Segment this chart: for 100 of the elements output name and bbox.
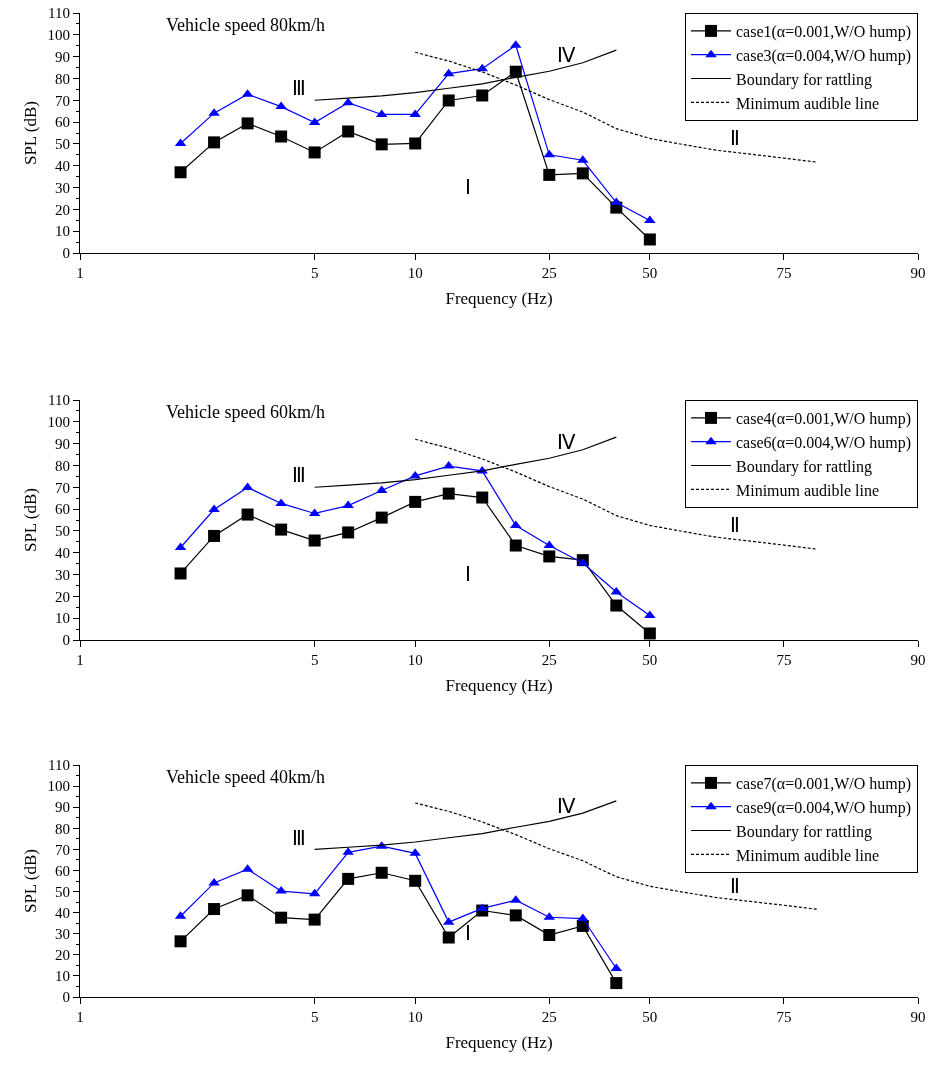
point — [610, 977, 623, 990]
point — [275, 130, 288, 143]
point — [241, 508, 254, 521]
point — [409, 874, 422, 887]
x-tick-label: 90 — [910, 1009, 926, 1026]
legend-label: Minimum audible line — [736, 481, 880, 499]
y-tick-label: 100 — [47, 778, 70, 795]
y-tick-label: 40 — [54, 157, 70, 174]
point — [241, 117, 254, 130]
point — [476, 491, 489, 504]
legend-label: Boundary for rattling — [736, 70, 872, 89]
x-tick-label: 5 — [310, 265, 319, 282]
annotation: Ⅲ — [292, 464, 306, 486]
point — [342, 500, 354, 509]
point — [208, 903, 221, 916]
x-tick-label: 75 — [776, 652, 792, 669]
point — [577, 913, 589, 922]
x-tick-label: 25 — [541, 1009, 557, 1026]
point — [543, 168, 556, 181]
x-axis-title: Frequency (Hz) — [445, 676, 553, 696]
point — [509, 539, 522, 552]
point — [308, 913, 321, 926]
y-tick-label: 40 — [54, 904, 70, 921]
y-tick-label: 60 — [54, 862, 70, 879]
y-tick-label: 70 — [54, 841, 70, 858]
point — [375, 138, 388, 151]
y-tick-label: 0 — [62, 632, 70, 649]
point — [174, 935, 187, 948]
x-tick-label: 75 — [776, 265, 792, 282]
x-tick-label: 10 — [407, 1009, 423, 1026]
legend-label: case4(α=0.001,W/O hump) — [736, 410, 912, 429]
annotation: Ⅳ — [557, 431, 576, 453]
annotation: Ⅰ — [465, 922, 471, 944]
point — [610, 599, 623, 612]
x-tick-label: 1 — [76, 652, 84, 669]
y-tick-label: 20 — [54, 588, 70, 605]
x-axis-title: Frequency (Hz) — [445, 289, 553, 309]
y-tick-label: 30 — [54, 925, 70, 942]
y-tick-label: 40 — [54, 544, 70, 561]
x-tick-label: 5 — [310, 652, 319, 669]
y-tick-label: 10 — [54, 223, 70, 240]
legend-label: Minimum audible line — [736, 94, 880, 112]
point — [174, 567, 187, 580]
point — [208, 529, 221, 542]
point — [643, 627, 656, 640]
x-tick-label: 1 — [76, 265, 84, 282]
annotation: Ⅱ — [730, 875, 740, 897]
x-tick-label: 10 — [407, 652, 423, 669]
annotation: Ⅳ — [557, 795, 576, 817]
y-tick-label: 90 — [54, 48, 70, 65]
y-tick-label: 50 — [54, 136, 70, 153]
annotation: Ⅰ — [465, 563, 471, 585]
point — [208, 504, 220, 513]
y-tick-label: 30 — [54, 566, 70, 583]
point — [543, 550, 556, 563]
point — [375, 866, 388, 879]
legend-label: case3(α=0.004,W/O hump) — [736, 46, 912, 65]
x-axis-title: Frequency (Hz) — [445, 1033, 553, 1053]
point — [342, 125, 355, 138]
point — [375, 511, 388, 524]
x-tick-label: 25 — [541, 265, 557, 282]
point — [275, 911, 288, 924]
y-tick-label: 10 — [54, 968, 70, 985]
point — [643, 233, 656, 246]
x-tick-label: 90 — [910, 265, 926, 282]
y-tick-label: 60 — [54, 501, 70, 518]
y-tick-label: 0 — [62, 245, 70, 262]
x-tick-label: 90 — [910, 652, 926, 669]
y-axis-title: SPL (dB) — [20, 487, 40, 553]
y-axis-title: SPL (dB) — [20, 848, 40, 914]
point — [543, 928, 556, 941]
y-tick-label: 20 — [54, 947, 70, 964]
y-tick-label: 110 — [47, 392, 70, 409]
legend-label: Boundary for rattling — [736, 457, 872, 476]
legend-label: Minimum audible line — [736, 846, 880, 864]
y-tick-label: 50 — [54, 523, 70, 540]
y-tick-label: 30 — [54, 179, 70, 196]
x-tick-label: 50 — [642, 1009, 658, 1026]
x-tick-label: 5 — [310, 1009, 319, 1026]
x-tick-label: 50 — [642, 265, 658, 282]
chart-title: Vehicle speed 60km/h — [166, 402, 325, 422]
point — [644, 610, 656, 619]
legend-label: Boundary for rattling — [736, 822, 872, 841]
point — [241, 889, 254, 902]
point — [442, 487, 455, 500]
point — [476, 89, 489, 102]
y-tick-label: 110 — [47, 5, 70, 22]
y-tick-label: 80 — [54, 70, 70, 87]
point — [342, 97, 354, 106]
y-tick-label: 100 — [47, 27, 70, 44]
legend-label: case6(α=0.004,W/O hump) — [736, 433, 912, 452]
x-tick-label: 10 — [407, 265, 423, 282]
point — [342, 526, 355, 539]
x-tick-label: 1 — [76, 1009, 84, 1026]
chart-title: Vehicle speed 80km/h — [166, 15, 325, 35]
annotation: Ⅱ — [730, 514, 740, 536]
y-tick-label: 50 — [54, 883, 70, 900]
point — [409, 137, 422, 150]
point — [576, 167, 589, 180]
point — [308, 146, 321, 159]
